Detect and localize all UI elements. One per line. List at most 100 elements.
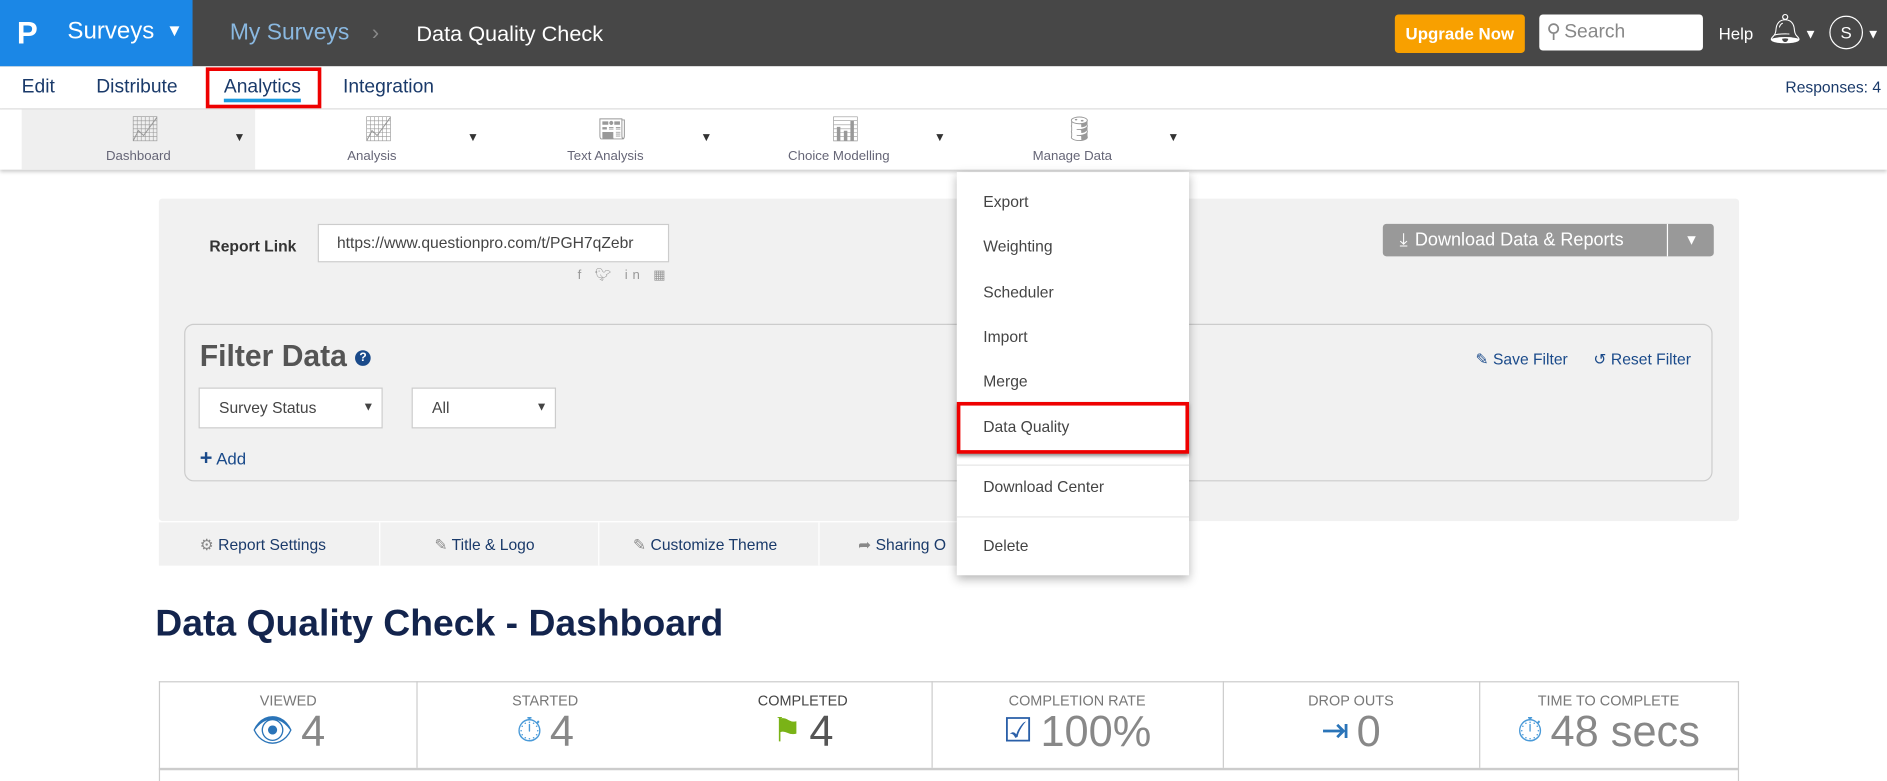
chevron-down-icon[interactable]: ▼ (700, 131, 713, 145)
tab-label: Report Settings (218, 535, 327, 554)
stat-value: 4 (549, 706, 574, 756)
status-value-select[interactable]: All ▼ (411, 387, 557, 429)
save-filter-link[interactable]: ✎ Save Filter (1475, 350, 1567, 369)
chevron-down-icon[interactable]: ▼ (1804, 27, 1818, 43)
chevron-down-icon[interactable]: ▼ (1866, 27, 1880, 43)
chevron-down-icon[interactable]: ▼ (233, 131, 246, 145)
active-underline (223, 98, 301, 103)
select-value: Survey Status (219, 398, 317, 417)
tab-label: Title & Logo (451, 535, 535, 554)
logo: P (16, 14, 38, 51)
undo-icon: ↺ (1593, 350, 1607, 369)
toolbar-analysis[interactable]: 📈︎ Analysis ▼ (255, 110, 488, 170)
breadcrumb-current: Data Quality Check (416, 21, 604, 46)
chevron-down-icon[interactable]: ▼ (466, 131, 479, 145)
report-link-input[interactable]: https://www.questionpro.com/t/PGH7qZebr (317, 223, 670, 263)
nav-distribute[interactable]: Distribute (96, 77, 178, 98)
toolbar-text-analysis[interactable]: 📰︎ Text Analysis ▼ (489, 110, 722, 170)
download-label: Download Data & Reports (1414, 229, 1624, 251)
breadcrumb-my-surveys[interactable]: My Surveys (229, 20, 350, 46)
bell-icon[interactable]: 🔔︎ (1766, 13, 1804, 46)
avatar[interactable]: S (1829, 15, 1864, 50)
social-share-icons[interactable]: f 🐦︎ in ▦ (577, 268, 671, 283)
stat-label: COMPLETED (757, 692, 848, 709)
edit-icon: ✎ (1475, 350, 1489, 369)
stopwatch-icon: ⏱︎ (516, 711, 543, 749)
chevron-down-icon: ▼ (535, 400, 548, 415)
filter-box (184, 323, 1713, 482)
download-icon: ⤓ (1399, 229, 1408, 251)
page-title: Data Quality Check - Dashboard (155, 601, 724, 644)
divider (379, 522, 381, 566)
chevron-down-icon: ▼ (166, 20, 183, 40)
search-placeholder: Search (1564, 21, 1626, 43)
chevron-down-icon[interactable]: ▼ (1167, 131, 1180, 145)
manage-data-dropdown (956, 172, 1190, 576)
nav-integration[interactable]: Integration (342, 77, 434, 98)
chevron-down-icon[interactable]: ▼ (933, 131, 946, 145)
tab-customize-theme[interactable]: ✎ Customize Theme (633, 536, 777, 555)
nav-analytics[interactable]: Analytics (223, 77, 301, 98)
filter-title-text: Filter Data (199, 339, 347, 374)
analytics-toolbar: 📈︎ Dashboard ▼ 📈︎ Analysis ▼ 📰︎ Text Analysis… (0, 109, 1887, 170)
divider (956, 516, 1190, 518)
toolbar-manage-data[interactable]: 🛢︎ Manage Data ▼ (956, 110, 1189, 170)
surveys-menu-button[interactable]: P Surveys ▼ (0, 0, 193, 67)
chevron-right-icon: › (371, 20, 380, 45)
toolbar-label: Choice Modelling (788, 149, 890, 164)
flag-icon: ⚑ (771, 711, 803, 749)
survey-status-select[interactable]: Survey Status ▼ (198, 387, 383, 429)
tab-title-logo[interactable]: ✎ Title & Logo (434, 536, 534, 555)
select-value: All (432, 398, 450, 417)
stat-label: DROP OUTS (1308, 692, 1394, 709)
nav-edit[interactable]: Edit (21, 77, 55, 98)
stat-value: 4 (809, 706, 834, 756)
edit-icon: ✎ (434, 535, 448, 554)
menu-item-delete[interactable]: Delete (983, 536, 1029, 555)
toolbar-label: Dashboard (106, 149, 171, 164)
stat-label: TIME TO COMPLETE (1537, 692, 1680, 709)
divider (818, 522, 820, 566)
toolbar-dashboard[interactable]: 📈︎ Dashboard ▼ (21, 109, 256, 170)
stat-value: 48 secs (1550, 706, 1700, 756)
tab-sharing[interactable]: ➦ Sharing O (858, 536, 946, 555)
reset-filter-label: Reset Filter (1610, 350, 1691, 369)
stopwatch-icon: ⏱︎ (1517, 711, 1544, 749)
eye-icon: 👁︎ (251, 711, 294, 749)
chevron-down-icon[interactable]: ▼ (1666, 223, 1715, 257)
menu-item-scheduler[interactable]: Scheduler (983, 282, 1054, 301)
search-input[interactable]: ⚲ Search (1539, 14, 1703, 51)
menu-item-weighting[interactable]: Weighting (983, 237, 1053, 256)
stat-label: VIEWED (259, 692, 317, 709)
stat-started: STARTED ⏱︎ 4 (416, 681, 674, 768)
exit-icon: ⇥ (1321, 711, 1350, 749)
menu-item-import[interactable]: Import (983, 327, 1028, 346)
help-link[interactable]: Help (1718, 24, 1754, 44)
tab-report-settings[interactable]: ⚙ Report Settings (200, 536, 326, 555)
database-icon: 🛢︎ (1063, 116, 1095, 144)
add-label: Add (216, 448, 247, 469)
reset-filter-link[interactable]: ↺ Reset Filter (1593, 350, 1690, 369)
search-icon: ⚲ (1546, 21, 1561, 43)
main-nav (0, 66, 1887, 110)
upgrade-button[interactable]: Upgrade Now (1394, 14, 1525, 53)
toolbar-choice-modelling[interactable]: 📊︎ Choice Modelling ▼ (722, 110, 955, 170)
menu-item-merge[interactable]: Merge (983, 371, 1028, 390)
stat-completed: COMPLETED ⚑ 4 (674, 681, 933, 768)
tab-label: Customize Theme (650, 535, 778, 554)
divider (598, 522, 600, 566)
stat-label: COMPLETION RATE (1008, 692, 1146, 709)
toolbar-label: Text Analysis (567, 149, 644, 164)
app-name: Surveys (67, 18, 155, 45)
filter-title: Filter Data ? (200, 339, 371, 374)
menu-item-export[interactable]: Export (983, 192, 1029, 211)
menu-item-download-center[interactable]: Download Center (983, 477, 1105, 496)
highlight-box (956, 401, 1190, 454)
toolbar-label: Analysis (347, 149, 397, 164)
help-icon[interactable]: ? (355, 350, 371, 366)
stat-value: 100% (1040, 706, 1152, 756)
responses-count: Responses: 4 (1785, 78, 1882, 97)
download-data-reports-button[interactable]: ⤓ Download Data & Reports ▼ (1382, 223, 1715, 257)
add-filter-button[interactable]: + Add (200, 445, 246, 470)
menu-item-data-quality[interactable]: Data Quality (983, 417, 1070, 436)
